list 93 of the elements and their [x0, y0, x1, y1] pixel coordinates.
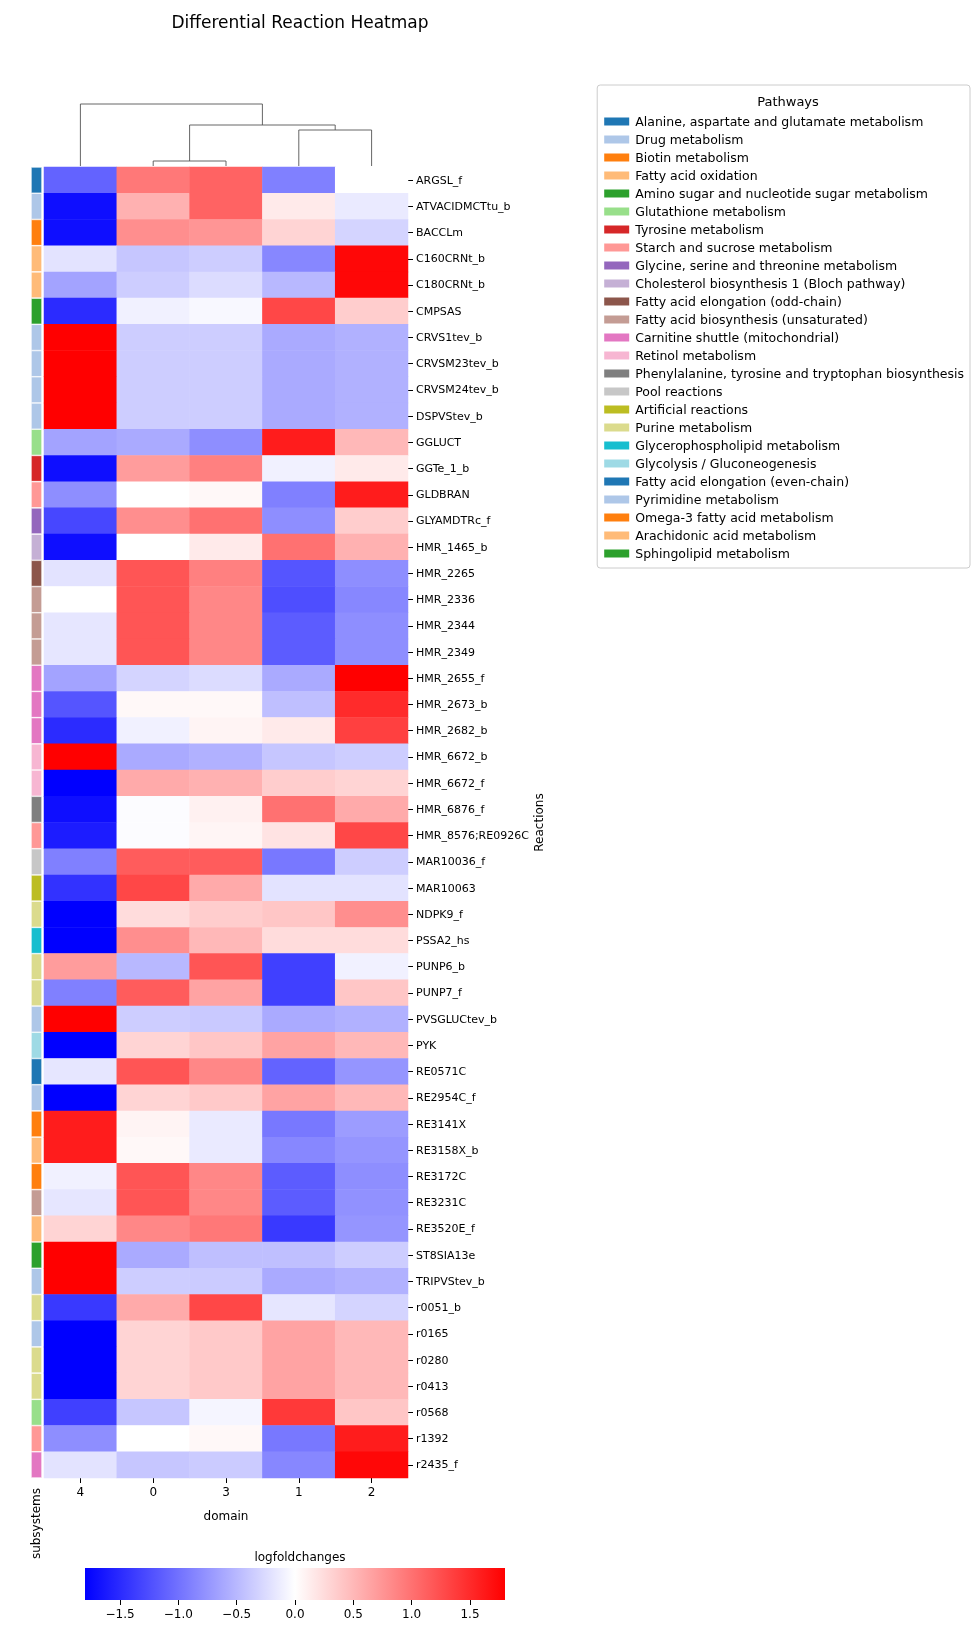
y-tick-label: HMR_2336	[416, 593, 475, 607]
legend-label: Fatty acid elongation (even-chain)	[635, 474, 850, 489]
y-tick-label: C160CRNt_b	[416, 252, 486, 266]
y-tick-label: HMR_2265	[416, 566, 475, 580]
y-tick-label: GGTe_1_b	[416, 462, 470, 476]
text: subsystems	[29, 1488, 43, 1560]
legend-label: Drug metabolism	[635, 132, 744, 147]
legend-label: Carnitine shuttle (mitochondrial)	[635, 330, 840, 345]
color-bar-title: logfoldchanges	[254, 1550, 346, 1564]
y-tick-label: HMR_2349	[416, 645, 475, 659]
y-tick-label: GLYAMDTRc_f	[416, 514, 492, 528]
y-tick-label: DSPVStev_b	[416, 409, 483, 423]
color-bar-label: 1.0	[402, 1607, 422, 1621]
legend-label: Starch and sucrose metabolism	[635, 240, 833, 255]
y-tick-label: RE3158X_b	[416, 1143, 479, 1157]
y-tick-label: r0165	[416, 1327, 449, 1341]
legend-label: Fatty acid biosynthesis (unsaturated)	[635, 312, 868, 327]
legend-label: Alanine, aspartate and glutamate metabolism	[635, 114, 924, 129]
legend-label: Purine metabolism	[635, 420, 753, 435]
y-tick-label: RE0571C	[416, 1065, 467, 1079]
y-tick-label: r0568	[416, 1405, 449, 1419]
y-tick-label: NDPK9_f	[416, 907, 465, 921]
y-tick-label: CRVSM24tev_b	[416, 383, 499, 397]
legend-label: Fatty acid elongation (odd-chain)	[635, 294, 842, 309]
color-bar-label: 0.0	[285, 1607, 305, 1621]
y-tick-label: BACCLm	[416, 226, 464, 240]
y-tick-label: HMR_6876_f	[416, 802, 486, 816]
legend-label: Retinol metabolism	[635, 348, 757, 363]
y-tick-label: PSSA2_hs	[416, 933, 470, 947]
x-tick-label: 0	[149, 1485, 158, 1499]
chart-title: Differential Reaction Heatmap	[171, 11, 429, 32]
y-tick-label: MAR10063	[416, 881, 476, 895]
y-tick-label: HMR_6672_f	[416, 776, 486, 790]
x-tick-label: 4	[76, 1485, 85, 1499]
y-tick-label: PUNP6_b	[416, 960, 466, 974]
legend-label: Amino sugar and nucleotide sugar metabolism	[635, 186, 928, 201]
legend-label: Glycolysis / Gluconeogenesis	[635, 456, 817, 471]
y-tick-label: r1392	[416, 1432, 449, 1446]
legend-label: Tyrosine metabolism	[634, 222, 765, 237]
x-tick-label: 1	[294, 1485, 303, 1499]
y-tick-label: r0051_b	[416, 1301, 462, 1315]
y-tick-label: r0413	[416, 1379, 449, 1393]
legend-label: Pyrimidine metabolism	[635, 492, 780, 507]
color-bar-label: 0.5	[343, 1607, 363, 1621]
y-tick-label: HMR_2344	[416, 619, 475, 633]
x-axis-title: domain	[203, 1509, 249, 1523]
color-bar-label: 1.5	[460, 1607, 480, 1621]
y-tick-label: GLDBRAN	[416, 488, 470, 502]
legend-label: Fatty acid oxidation	[635, 168, 758, 183]
color-bar-label: −1.5	[105, 1607, 135, 1621]
legend-label: Phenylalanine, tyrosine and tryptophan biosynthesis	[635, 366, 964, 381]
y-axis-title: Reactions	[532, 793, 546, 852]
y-tick-label: ATVACIDMCTtu_b	[416, 199, 511, 213]
y-tick-label: r0280	[416, 1353, 449, 1367]
legend-label: Artificial reactions	[635, 402, 749, 417]
y-tick-label: CRVS1tev_b	[416, 330, 483, 344]
y-tick-label: RE2954C_f	[416, 1091, 477, 1105]
legend-label: Biotin metabolism	[635, 150, 749, 165]
color-bar-label: −0.5	[222, 1607, 252, 1621]
legend-label: Glutathione metabolism	[635, 204, 787, 219]
y-tick-label: HMR_1465_b	[416, 540, 488, 554]
y-tick-label: HMR_8576;RE0926C	[416, 829, 530, 843]
y-tick-label: C180CRNt_b	[416, 278, 486, 292]
legend-label: Glycerophospholipid metabolism	[635, 438, 841, 453]
y-tick-label: HMR_2673_b	[416, 698, 488, 712]
y-tick-label: RE3231C	[416, 1196, 467, 1210]
x-tick-label: 3	[222, 1485, 230, 1499]
y-tick-label: RE3141X	[416, 1117, 467, 1131]
y-tick-label: PUNP7_f	[416, 986, 464, 1000]
y-tick-label: ST8SIA13e	[416, 1248, 476, 1262]
y-tick-label: TRIPVStev_b	[415, 1274, 485, 1288]
y-tick-label: PYK	[416, 1038, 438, 1052]
y-tick-label: CMPSAS	[416, 304, 462, 318]
legend-label: Glycine, serine and threonine metabolism	[635, 258, 898, 273]
legend-label: Cholesterol biosynthesis 1 (Bloch pathway)	[635, 276, 906, 291]
y-tick-label: r2435_f	[416, 1458, 460, 1472]
y-tick-label: RE3520E_f	[416, 1222, 477, 1236]
legend-label: Sphingolipid metabolism	[635, 546, 790, 561]
y-tick-label: GGLUCT	[416, 435, 462, 449]
y-tick-label: HMR_2655_f	[416, 671, 486, 685]
y-tick-label: MAR10036_f	[416, 855, 487, 869]
color-bar-label: −1.0	[163, 1607, 193, 1621]
y-tick-label: HMR_6672_b	[416, 750, 488, 764]
y-tick-label: HMR_2682_b	[416, 724, 488, 738]
x-tick-label: 2	[367, 1485, 376, 1499]
y-tick-label: RE3172C	[416, 1169, 467, 1183]
y-tick-label: CRVSM23tev_b	[416, 357, 499, 371]
legend-title: Pathways	[757, 94, 820, 109]
y-tick-label: PVSGLUCtev_b	[416, 1012, 498, 1026]
legend-label: Omega-3 fatty acid metabolism	[635, 510, 834, 525]
legend-label: Pool reactions	[635, 384, 723, 399]
y-tick-label: ARGSL_f	[416, 173, 464, 187]
legend-label: Arachidonic acid metabolism	[635, 528, 817, 543]
